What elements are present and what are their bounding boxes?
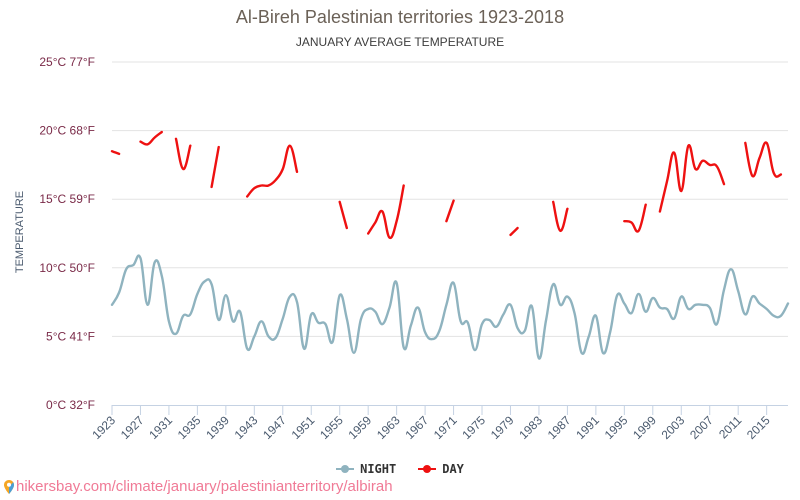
y-tick-label: 15°C 59°F: [39, 192, 95, 206]
x-tick-label: 1983: [516, 413, 545, 442]
x-tick-label: 1975: [459, 413, 488, 442]
legend-day-label: DAY: [442, 462, 464, 476]
x-tick-label: 1959: [346, 413, 375, 442]
series-line-day[interactable]: [445, 199, 455, 223]
series-line-day[interactable]: [110, 150, 121, 156]
series-line-day[interactable]: [139, 130, 163, 146]
x-tick-label: 1963: [374, 413, 403, 442]
x-tick-label: 1979: [488, 413, 517, 442]
x-tick-label: 1955: [317, 413, 346, 442]
x-tick-label: 1931: [146, 413, 175, 442]
y-tick-label: 10°C 50°F: [39, 261, 95, 275]
chart-subtitle: JANUARY AVERAGE TEMPERATURE: [295, 35, 505, 49]
x-tick-label: 1927: [118, 413, 147, 442]
x-tick-label: 2003: [659, 413, 688, 442]
x-tick-label: 2007: [687, 413, 716, 442]
series-line-day[interactable]: [509, 226, 519, 237]
x-tick-label: 1987: [545, 413, 574, 442]
y-tick-label: 20°C 68°F: [39, 124, 95, 138]
series-lines: [110, 130, 790, 360]
x-tick-label: 1939: [203, 413, 232, 442]
x-tick-label: 2011: [716, 413, 744, 441]
series-line-day[interactable]: [623, 203, 647, 233]
x-tick-label: 1923: [89, 413, 118, 442]
x-tick-label: 1971: [431, 413, 460, 442]
legend: NIGHT DAY: [0, 462, 800, 476]
series-line-day[interactable]: [658, 144, 726, 213]
x-tick-label: 1947: [260, 413, 289, 442]
legend-item-night[interactable]: NIGHT: [336, 462, 396, 476]
legend-item-day[interactable]: DAY: [418, 462, 464, 476]
y-tick-label: 25°C 77°F: [39, 55, 95, 69]
series-line-day[interactable]: [210, 145, 220, 189]
x-tick-label: 1991: [573, 413, 602, 442]
series-line-day[interactable]: [744, 141, 783, 178]
x-tick-label: 2015: [744, 413, 773, 442]
y-tick-label: 0°C 32°F: [46, 398, 95, 412]
series-line-day[interactable]: [552, 200, 569, 233]
gridlines: [112, 61, 788, 406]
x-tick-label: 1935: [175, 413, 204, 442]
series-line-day[interactable]: [174, 137, 192, 171]
night-line-swatch-icon: [336, 464, 355, 474]
series-line-day[interactable]: [367, 184, 405, 240]
x-axis: 1923 1927 1931 1935 1939 1943 1947 1951 1955 1959…: [89, 405, 788, 442]
footer-link[interactable]: hikersbay.com/climate/january/palestinia…: [4, 478, 393, 495]
x-tick-label: 1999: [630, 413, 659, 442]
x-tick-label: 1967: [402, 413, 431, 442]
legend-night-label: NIGHT: [360, 462, 397, 476]
x-tick-label: 1943: [232, 413, 261, 442]
series-line-day[interactable]: [246, 144, 299, 198]
series-line-day[interactable]: [338, 200, 348, 230]
x-tick-label: 1951: [289, 413, 318, 442]
series-line-night[interactable]: [110, 254, 790, 360]
footer-url: hikersbay.com/climate/january/palestinia…: [16, 478, 393, 495]
y-tick-label: 5°C 41°F: [46, 329, 95, 343]
x-tick-label: 1995: [602, 413, 631, 442]
location-pin-icon: [4, 479, 14, 494]
y-axis-ticks: 0°C 32°F 5°C 41°F 10°C 50°F 15°C 59°F 20°C 6…: [39, 55, 95, 412]
chart-title: Al-Bireh Palestinian territories 1923-20…: [235, 7, 565, 27]
day-line-swatch-icon: [418, 464, 437, 474]
